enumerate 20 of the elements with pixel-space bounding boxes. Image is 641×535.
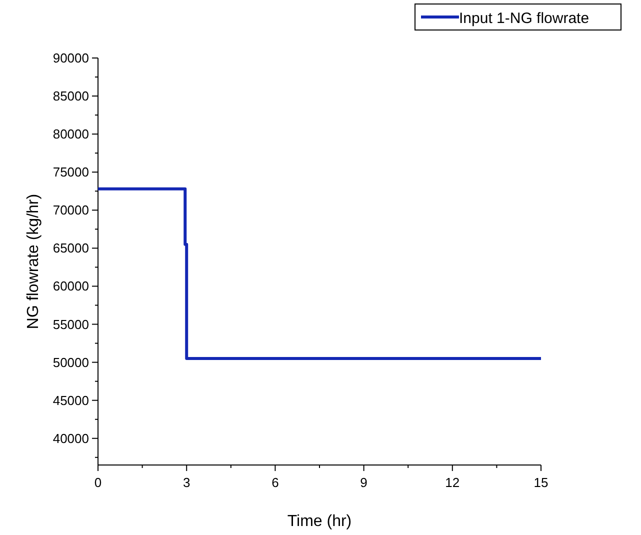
x-tick-label: 9 (360, 475, 368, 490)
legend-label: Input 1-NG flowrate (459, 10, 590, 27)
x-tick-label: 6 (272, 475, 279, 490)
x-tick-label: 3 (182, 475, 190, 490)
y-tick-label: 85000 (52, 88, 89, 104)
y-tick-label: 55000 (52, 316, 89, 332)
y-axis-title: NG flowrate (kg/hr) (25, 194, 42, 330)
y-tick-label: 45000 (52, 392, 89, 408)
y-tick-label: 70000 (52, 202, 89, 218)
y-tick-label: 60000 (52, 278, 89, 294)
x-tick-label: 12 (445, 475, 460, 490)
y-tick-label: 80000 (52, 126, 89, 142)
y-tick-label: 50000 (52, 354, 89, 370)
y-tick-label: 65000 (52, 240, 89, 256)
y-tick-label: 90000 (52, 50, 89, 66)
y-tick-label: 40000 (52, 430, 89, 446)
x-tick-label: 0 (94, 475, 102, 490)
x-axis-title: Time (hr) (287, 513, 352, 530)
y-tick-label: 75000 (52, 164, 89, 180)
x-tick-label: 15 (534, 475, 548, 490)
